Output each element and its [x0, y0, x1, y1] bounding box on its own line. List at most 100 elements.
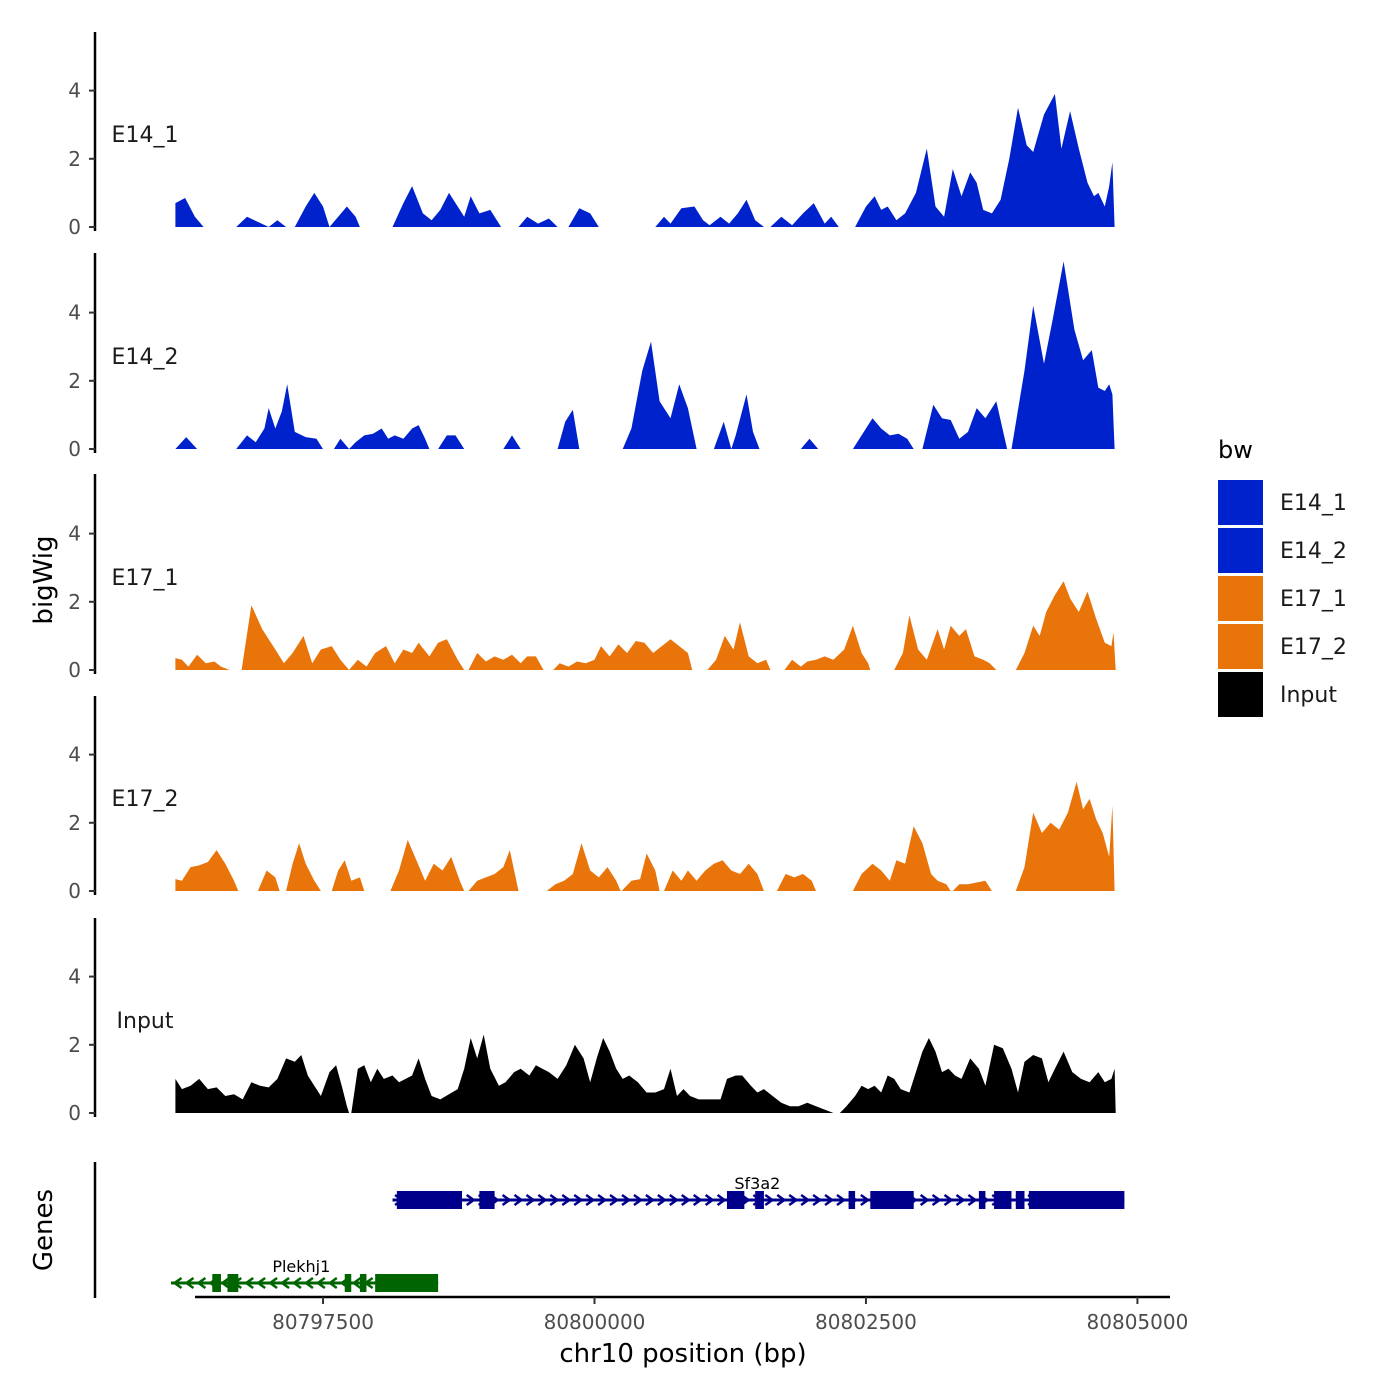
- gene-name-label: Sf3a2: [734, 1174, 780, 1193]
- legend-swatch: [1218, 480, 1263, 525]
- legend-label: Input: [1280, 683, 1337, 708]
- strand-arrow: [220, 1276, 231, 1290]
- gene-exon: [344, 1274, 352, 1292]
- strand-arrow: [716, 1193, 727, 1207]
- strand-arrow: [315, 1276, 326, 1290]
- gene-exon: [848, 1191, 856, 1209]
- gene-exon: [396, 1191, 463, 1209]
- legend-swatch: [1218, 576, 1263, 621]
- strand-arrow: [800, 1193, 811, 1207]
- strand-arrow: [931, 1193, 942, 1207]
- strand-arrow: [680, 1193, 691, 1207]
- strand-arrow: [573, 1193, 584, 1207]
- strand-arrow: [327, 1276, 338, 1290]
- track-label: E14_1: [112, 123, 179, 148]
- track-label: E17_1: [112, 566, 179, 591]
- strand-arrow: [549, 1193, 560, 1207]
- gene-exon: [359, 1274, 367, 1292]
- strand-arrow: [196, 1276, 207, 1290]
- strand-arrow: [291, 1276, 302, 1290]
- strand-arrow: [501, 1193, 512, 1207]
- x-tick-label: 80800000: [544, 1310, 646, 1334]
- x-axis: 80797500 80800000 80802500 80805000: [195, 1295, 1188, 1334]
- strand-arrow: [704, 1193, 715, 1207]
- y-tick-label: 4: [68, 301, 81, 325]
- legend-swatch: [1218, 624, 1263, 669]
- strand-arrow: [465, 1193, 476, 1207]
- strand-arrow: [645, 1193, 656, 1207]
- strand-arrow: [561, 1193, 572, 1207]
- strand-arrow: [267, 1276, 278, 1290]
- strand-arrow: [621, 1193, 632, 1207]
- gene-exon: [479, 1191, 495, 1209]
- signal-area-input: [175, 1034, 1116, 1113]
- track-panel-input: 0 2 4 Input: [68, 918, 1116, 1125]
- gene-exon: [755, 1191, 764, 1209]
- strand-arrow: [633, 1193, 644, 1207]
- legend-label: E17_1: [1280, 587, 1347, 612]
- y-tick-label: 0: [68, 437, 81, 461]
- strand-arrow: [609, 1193, 620, 1207]
- track-panel-e14-1: 0 2 4 E14_1: [68, 32, 1115, 239]
- strand-arrow: [172, 1276, 183, 1290]
- gene-exon: [978, 1191, 986, 1209]
- strand-arrow: [597, 1193, 608, 1207]
- track-panel-e14-2: 0 2 4 E14_2: [68, 253, 1115, 461]
- y-tick-label: 2: [68, 590, 81, 614]
- y-tick-label: 0: [68, 1101, 81, 1125]
- legend-title: bw: [1218, 436, 1253, 464]
- gene-plekhj1: Plekhj1: [171, 1257, 439, 1292]
- legend-label: E17_2: [1280, 635, 1347, 660]
- legend-swatch: [1218, 528, 1263, 573]
- legend-label: E14_2: [1280, 539, 1347, 564]
- strand-arrow: [824, 1193, 835, 1207]
- strand-arrow: [279, 1276, 290, 1290]
- strand-arrow: [812, 1193, 823, 1207]
- strand-arrow: [255, 1276, 266, 1290]
- gene-name-label: Plekhj1: [272, 1257, 330, 1276]
- strand-arrow: [669, 1193, 679, 1207]
- strand-arrow: [788, 1193, 799, 1207]
- track-panel-e17-2: 0 2 4 E17_2: [68, 696, 1115, 903]
- strand-arrow: [244, 1276, 254, 1290]
- gene-exon: [726, 1191, 745, 1209]
- signal-area-e17-1: [175, 581, 1116, 670]
- legend: bw E14_1 E14_2 E17_1 E17_2 Input: [1218, 436, 1347, 717]
- strand-arrow: [955, 1193, 966, 1207]
- track-label: E17_2: [112, 787, 179, 812]
- y-tick-label: 4: [68, 743, 81, 767]
- track-panel-e17-1: 0 2 4 E17_1: [68, 474, 1116, 682]
- y-tick-label: 4: [68, 522, 81, 546]
- gene-exon: [870, 1191, 914, 1209]
- x-tick-label: 80802500: [815, 1310, 917, 1334]
- track-label: E14_2: [112, 345, 179, 370]
- gene-sf3a2: Sf3a2: [392, 1174, 1125, 1209]
- y-tick-label: 4: [68, 965, 81, 989]
- signal-area-e14-1: [175, 94, 1115, 227]
- gene-exon: [994, 1191, 1012, 1209]
- strand-arrow: [351, 1276, 362, 1290]
- strand-arrow: [585, 1193, 596, 1207]
- legend-label: E14_1: [1280, 491, 1347, 516]
- y-tick-label: 2: [68, 369, 81, 393]
- y-tick-label: 2: [68, 811, 81, 835]
- y-tick-label: 2: [68, 1033, 81, 1057]
- strand-arrow: [537, 1193, 548, 1207]
- legend-swatch: [1218, 672, 1263, 717]
- strand-arrow: [764, 1193, 775, 1207]
- y-tick-label: 0: [68, 215, 81, 239]
- gene-exon: [1028, 1191, 1125, 1209]
- strand-arrow: [836, 1193, 847, 1207]
- y-tick-label: 0: [68, 879, 81, 903]
- signal-area-e17-2: [175, 781, 1115, 891]
- strand-arrow: [692, 1193, 703, 1207]
- strand-arrow: [919, 1193, 930, 1207]
- track-label: Input: [117, 1009, 174, 1034]
- gene-exon: [212, 1274, 221, 1292]
- y-tick-label: 4: [68, 79, 81, 103]
- gene-exon: [375, 1274, 439, 1292]
- x-axis-title: chr10 position (bp): [559, 1339, 806, 1369]
- strand-arrow: [860, 1193, 871, 1207]
- gene-track: Sf3a2 Plekhj1: [93, 1162, 1125, 1298]
